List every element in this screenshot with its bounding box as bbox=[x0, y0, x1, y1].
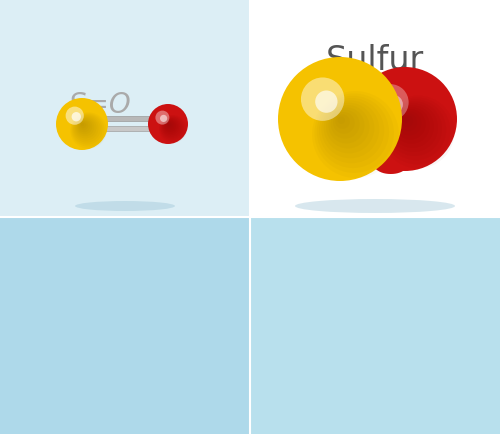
Circle shape bbox=[353, 68, 457, 171]
Circle shape bbox=[372, 85, 408, 121]
Circle shape bbox=[384, 96, 403, 115]
Text: Sulfur: Sulfur bbox=[326, 43, 424, 76]
Bar bbox=[250, 0, 500, 217]
Circle shape bbox=[156, 112, 170, 125]
Bar bbox=[0, 217, 250, 434]
Bar bbox=[250, 217, 500, 434]
Text: S: S bbox=[318, 128, 360, 185]
Ellipse shape bbox=[295, 200, 455, 214]
Bar bbox=[0, 0, 250, 217]
Text: S=O: S=O bbox=[68, 91, 132, 119]
Text: O: O bbox=[365, 128, 414, 185]
Circle shape bbox=[66, 107, 84, 125]
Ellipse shape bbox=[75, 201, 175, 211]
Circle shape bbox=[72, 113, 81, 122]
Circle shape bbox=[278, 58, 402, 181]
FancyBboxPatch shape bbox=[102, 127, 154, 132]
Circle shape bbox=[301, 78, 344, 122]
Circle shape bbox=[56, 99, 108, 151]
Circle shape bbox=[148, 105, 188, 145]
Text: Monoxide: Monoxide bbox=[294, 88, 456, 121]
Circle shape bbox=[160, 115, 167, 123]
Circle shape bbox=[315, 91, 338, 114]
FancyBboxPatch shape bbox=[102, 117, 154, 122]
